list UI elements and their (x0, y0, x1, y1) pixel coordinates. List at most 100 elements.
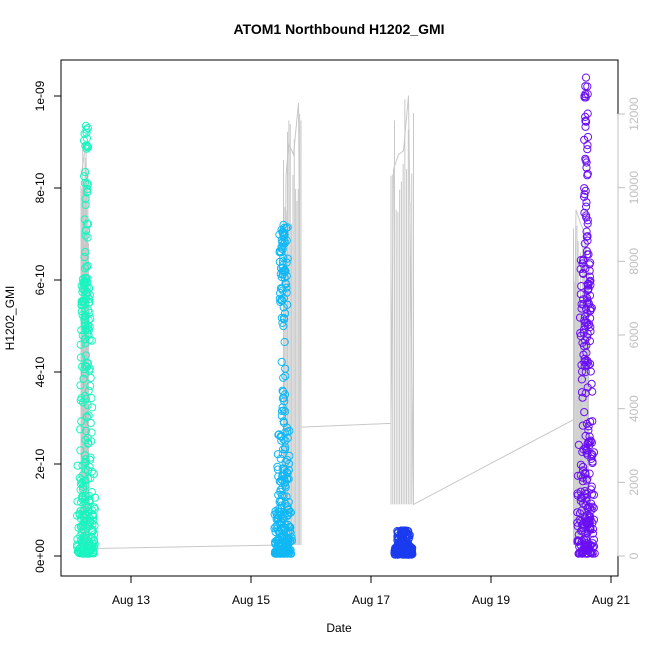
data-point (284, 497, 293, 507)
data-point (82, 358, 91, 367)
points-layer (73, 73, 599, 559)
x-axis: Aug 13 Aug 15 Aug 17 Aug 19 Aug 21 (112, 575, 630, 607)
data-point (278, 469, 287, 478)
data-point (83, 185, 92, 194)
data-point (576, 265, 585, 274)
data-point (578, 393, 587, 402)
data-point (280, 474, 289, 483)
data-point (87, 467, 96, 476)
data-point (585, 437, 594, 446)
data-point (76, 485, 85, 494)
data-point (82, 262, 91, 271)
y-axis-label: H1202_GMI (3, 286, 17, 351)
data-point-max (279, 220, 288, 229)
data-point (76, 514, 85, 523)
data-point (86, 418, 95, 428)
data-point (577, 493, 586, 502)
data-point (76, 381, 85, 390)
data-point (78, 535, 87, 544)
data-point (79, 374, 88, 383)
data-point (81, 247, 90, 257)
data-point (577, 375, 587, 384)
data-point (580, 184, 589, 193)
data-point (90, 521, 99, 530)
data-point (583, 236, 592, 245)
data-point (281, 407, 290, 416)
data-point (579, 300, 588, 309)
data-point (87, 545, 96, 554)
data-point (583, 321, 592, 330)
data-point-max (81, 121, 91, 131)
data-point-max (399, 526, 408, 535)
data-point (586, 281, 595, 290)
data-point (275, 230, 284, 239)
data-point (585, 432, 594, 441)
data-point (396, 543, 405, 552)
data-point (585, 260, 594, 269)
data-point (583, 294, 592, 303)
data-point (281, 483, 290, 492)
data-point (76, 353, 86, 362)
data-point (280, 315, 289, 324)
x-tick-label: Aug 17 (352, 593, 390, 607)
secondary-y-axis: 0 2000 4000 6000 8000 10000 12000 (617, 97, 641, 559)
data-point (585, 441, 594, 450)
data-point (86, 314, 95, 323)
data-point (576, 471, 585, 480)
y2-tick-label: 0 (627, 552, 641, 559)
data-point (80, 264, 90, 273)
data-point (278, 403, 287, 412)
data-point (582, 117, 591, 126)
data-point (76, 396, 85, 405)
data-point (78, 331, 87, 340)
y2-tick-label: 12000 (627, 97, 641, 131)
data-point (87, 488, 96, 497)
data-point (582, 247, 592, 256)
data-point (579, 445, 588, 454)
data-point (580, 91, 589, 101)
data-point (82, 141, 92, 150)
data-point (76, 446, 85, 455)
data-point (86, 516, 95, 525)
data-point (578, 462, 588, 471)
y2-tick-label: 6000 (627, 321, 641, 348)
data-point (81, 459, 90, 468)
data-point (585, 469, 594, 478)
data-point (588, 549, 597, 558)
data-point (582, 227, 591, 236)
data-point (81, 451, 90, 460)
data-point (576, 496, 585, 505)
data-point (277, 295, 286, 304)
data-point (583, 145, 592, 154)
data-point (273, 535, 282, 544)
data-point (81, 426, 91, 435)
data-point (277, 406, 287, 416)
data-point (280, 397, 289, 406)
data-point (581, 116, 590, 126)
data-point (84, 316, 93, 325)
data-point (585, 266, 594, 275)
data-point (81, 168, 90, 177)
data-point (283, 468, 292, 478)
data-point (278, 318, 287, 327)
data-point (583, 141, 592, 150)
data-point (280, 479, 289, 488)
data-point (576, 290, 585, 299)
data-point (81, 231, 90, 240)
data-point (83, 328, 92, 338)
data-point (88, 525, 97, 535)
data-point (582, 198, 591, 207)
data-point (273, 465, 282, 474)
y2-tick-label: 10000 (627, 171, 641, 205)
data-point (578, 466, 588, 475)
data-point (582, 202, 591, 211)
data-point (280, 231, 289, 240)
data-point (81, 315, 90, 324)
data-point (394, 534, 403, 543)
data-point (586, 314, 595, 323)
data-point (580, 312, 590, 321)
y-tick-label: 8e-10 (33, 172, 47, 203)
data-point (83, 274, 92, 283)
data-point (81, 200, 90, 209)
data-point (583, 504, 592, 513)
